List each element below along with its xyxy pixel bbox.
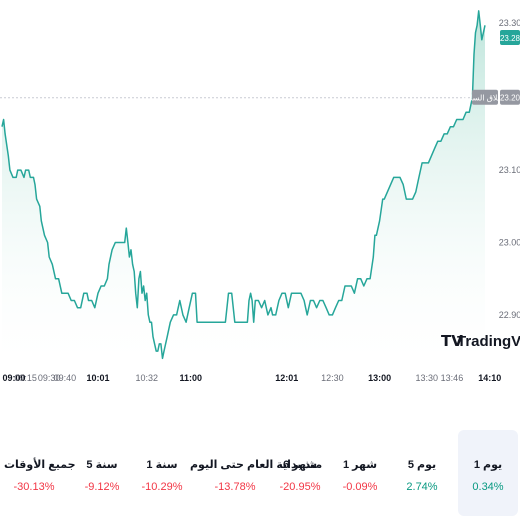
last-price-badge: 23.28 (500, 30, 520, 45)
x-tick-label: 14:10 (478, 373, 501, 383)
x-tick-label: 09:40 (54, 373, 77, 383)
price-area-fill (2, 10, 485, 363)
x-tick-label: 09:15 (14, 373, 37, 383)
x-tick-label: 13:46 (441, 373, 464, 383)
x-tick-label: 12:30 (321, 373, 344, 383)
period-tab-value: 2.74% (406, 481, 438, 493)
period-tab-label: 1 شهر (342, 459, 378, 471)
x-tick-label: 10:32 (135, 373, 158, 383)
period-tab[interactable]: 1 يوم 0.34% (458, 430, 518, 516)
period-tab-value: -9.12% (84, 481, 120, 493)
x-tick-label: 12:01 (275, 373, 298, 383)
period-tab-label: 6 شهر (282, 459, 318, 471)
x-tick-label: 11:00 (180, 373, 203, 383)
previous-close-label: الإغلاق السابق 23.20 (461, 89, 520, 105)
watermark-text: TradingView (457, 333, 520, 350)
period-tab[interactable]: 1 شهر -0.09% (330, 430, 390, 516)
last-price-value: 23.28 (500, 34, 520, 43)
period-tab[interactable]: جميع الأوقات -30.13% (4, 430, 76, 516)
y-tick-label: 22.90 (499, 310, 520, 320)
period-tab-label: 1 سنة (146, 459, 178, 471)
period-tab[interactable]: منذ بداية العام حتى اليوم -13.78% (190, 430, 323, 516)
period-tab[interactable]: 1 سنة -10.29% (132, 430, 192, 516)
tv-logo-icon: 𝗧𝗩 (441, 333, 463, 350)
tradingview-logo: 𝗧𝗩 TradingView (441, 333, 520, 350)
period-tab-label: 1 يوم (473, 459, 503, 471)
period-tab[interactable]: 5 يوم 2.74% (392, 430, 452, 516)
period-tab[interactable]: 6 شهر -20.95% (270, 430, 330, 516)
x-tick-label: 13:00 (368, 373, 391, 383)
period-tab-label: منذ بداية العام حتى اليوم (190, 459, 323, 471)
period-tab-value: -13.78% (214, 481, 256, 493)
period-tab-value: -30.13% (13, 481, 55, 493)
price-series-line (1, 10, 486, 360)
period-tab-value: -20.95% (279, 481, 321, 493)
x-tick-label: 10:01 (86, 373, 109, 383)
previous-close-text: الإغلاق السابق (461, 94, 508, 104)
y-tick-label: 23.10 (499, 165, 520, 175)
period-tabs: 1 يوم 0.34% 5 يوم 2.74% 1 شهر -0.09% 6 شهر -20.… (0, 430, 520, 516)
x-tick-label: 09:00 (2, 373, 25, 383)
period-tab-label: 5 يوم (407, 459, 437, 471)
period-tab-value: -10.29% (141, 481, 183, 493)
x-tick-label: 09:30 (38, 373, 61, 383)
period-tab-label: جميع الأوقات (4, 459, 76, 471)
period-tab-value: 0.34% (472, 481, 504, 493)
y-top-label: 23.30 (499, 18, 520, 28)
period-tab-label: 5 سنة (86, 459, 118, 471)
previous-close-value: 23.20 (500, 94, 520, 103)
period-tab-value: -0.09% (342, 481, 378, 493)
y-tick-label: 23.00 (499, 238, 520, 248)
x-tick-label: 13:30 (416, 373, 439, 383)
period-tab[interactable]: 5 سنة -9.12% (72, 430, 132, 516)
